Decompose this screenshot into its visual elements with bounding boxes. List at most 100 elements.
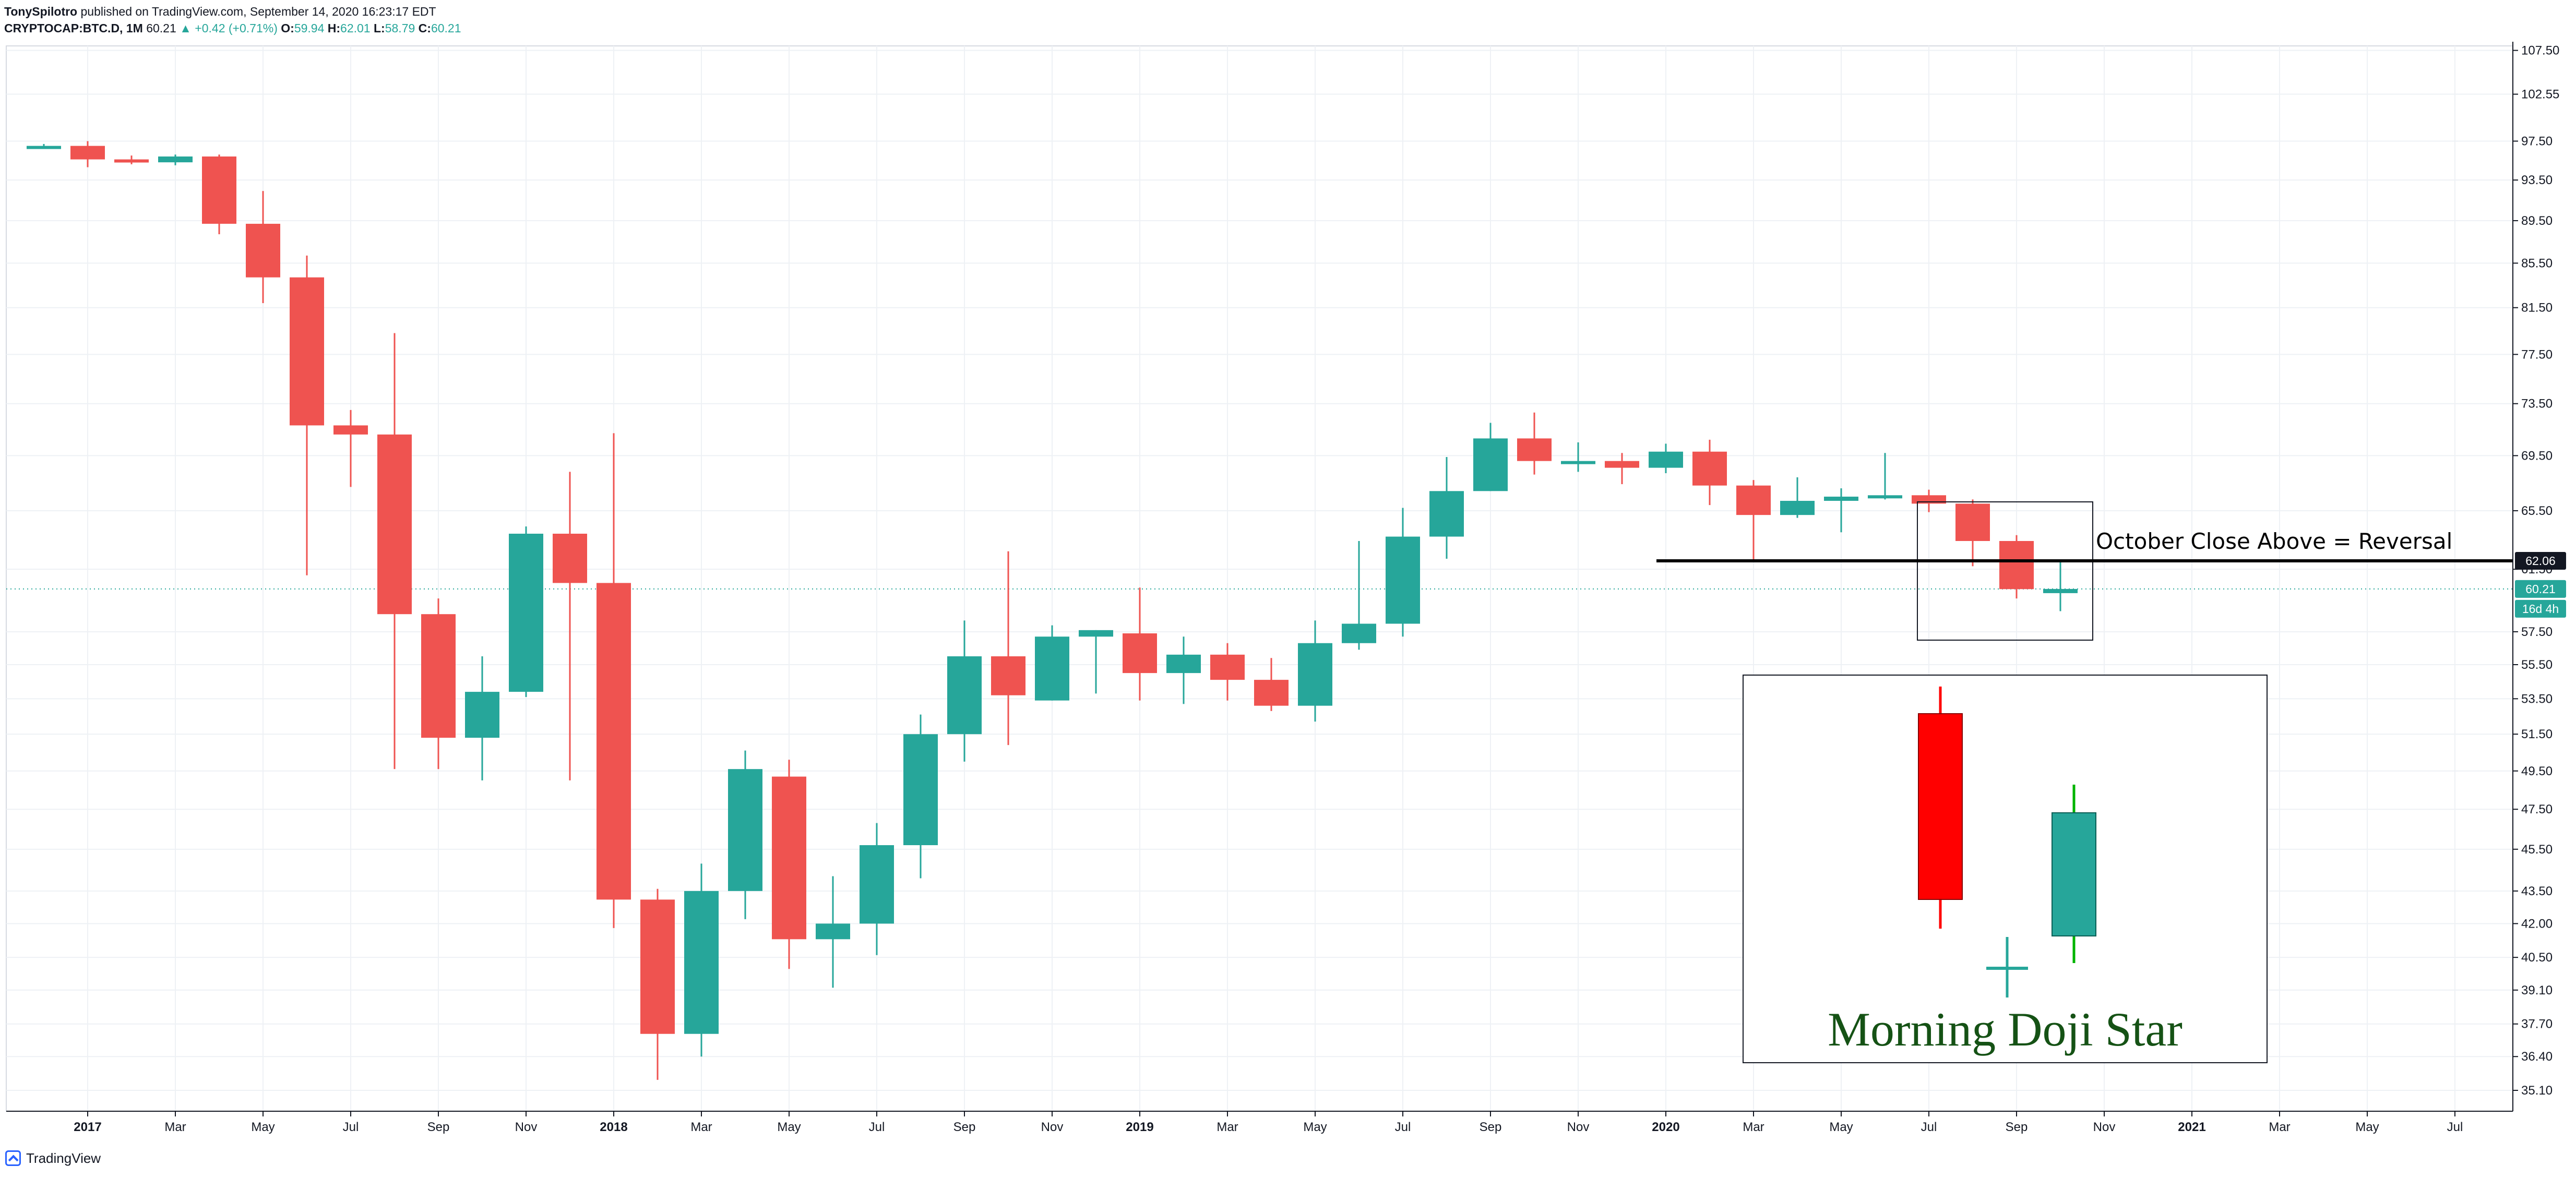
candle	[1079, 630, 1113, 694]
high-value: 62.01	[340, 21, 371, 35]
candle	[377, 333, 412, 770]
y-tick-label: 85.50	[2521, 256, 2553, 270]
drawings: October Close Above = Reversal Morning D…	[1656, 501, 2513, 1063]
candle	[1999, 535, 2034, 599]
x-tick-label: Nov	[1041, 1120, 1064, 1134]
y-tick-label: 49.50	[2521, 764, 2553, 778]
candle	[1868, 453, 1902, 500]
y-tick-label: 43.50	[2521, 884, 2553, 898]
footer: TradingView	[5, 1148, 101, 1169]
x-tick-label: Jul	[1395, 1120, 1411, 1134]
price-label: 62.06	[2515, 552, 2566, 570]
candle	[70, 141, 105, 167]
price-axis[interactable]: 107.50 102.55 97.50 93.50 89.50 85.50 81.50 77.…	[2512, 42, 2559, 1111]
candle	[1605, 453, 1639, 485]
candle	[1649, 443, 1683, 474]
candle	[684, 863, 719, 1057]
y-tick-label: 81.50	[2521, 301, 2553, 315]
x-tick-label: Mar	[690, 1120, 712, 1134]
x-tick-label: 2020	[1652, 1120, 1679, 1134]
x-tick-label: 2018	[600, 1120, 627, 1134]
x-tick-label: Jul	[1921, 1120, 1937, 1134]
y-tick-label: 39.10	[2521, 983, 2553, 997]
last-price: 60.21	[146, 21, 176, 35]
symbol-label[interactable]: CRYPTOCAP:BTC.D, 1M	[4, 21, 143, 35]
inset-red-candle	[1918, 713, 1963, 900]
candle	[1824, 488, 1858, 533]
candle	[1912, 489, 1946, 512]
candle	[202, 154, 236, 235]
candle	[728, 750, 762, 919]
candle	[509, 526, 543, 698]
x-tick-label: Nov	[1567, 1120, 1590, 1134]
low-value: 58.79	[385, 21, 415, 35]
author-name[interactable]: TonySpilotro	[4, 5, 78, 18]
time-axis[interactable]: 2017 Mar May Jul Sep Nov 2018 Mar May Jul Sep Nov 20…	[6, 1111, 2513, 1134]
x-tick-label: Nov	[515, 1120, 538, 1134]
high-label: H:	[327, 21, 341, 35]
price-label: 60.21	[2515, 580, 2566, 598]
candle	[290, 255, 324, 575]
candlestick-chart[interactable]: October Close Above = Reversal Morning D…	[0, 0, 2576, 1148]
candle	[333, 410, 368, 487]
y-tick-label: 97.50	[2521, 134, 2553, 148]
candle	[1473, 423, 1508, 491]
open-label: O:	[281, 21, 294, 35]
y-tick-label: 65.50	[2521, 504, 2553, 518]
candle	[640, 888, 675, 1080]
x-tick-label: May	[777, 1120, 801, 1134]
price-change: ▲ +0.42 (+0.71%)	[180, 21, 278, 35]
low-label: L:	[374, 21, 385, 35]
tradingview-logo-icon	[5, 1150, 21, 1166]
y-tick-label: 47.50	[2521, 802, 2553, 816]
candle	[1166, 636, 1201, 704]
reversal-text: October Close Above = Reversal	[2096, 528, 2452, 554]
footer-brand[interactable]: TradingView	[26, 1150, 101, 1166]
svg-text:62.06: 62.06	[2525, 554, 2556, 568]
pattern-inset[interactable]: Morning Doji Star	[1743, 675, 2268, 1063]
candle	[1342, 540, 1376, 650]
publish-line: TonySpilotro published on TradingView.co…	[4, 3, 461, 20]
y-tick-label: 77.50	[2521, 347, 2553, 362]
svg-text:16d 4h: 16d 4h	[2522, 602, 2559, 616]
x-tick-label: Mar	[164, 1120, 186, 1134]
chart-header: TonySpilotro published on TradingView.co…	[4, 3, 461, 37]
price-label: 16d 4h	[2515, 599, 2566, 618]
x-tick-label: May	[1829, 1120, 1853, 1134]
candle	[465, 656, 499, 780]
candle	[860, 823, 894, 955]
candle	[1955, 499, 1990, 567]
x-tick-label: 2021	[2178, 1120, 2205, 1134]
x-tick-label: Sep	[1480, 1120, 1502, 1134]
x-tick-label: Nov	[2093, 1120, 2116, 1134]
y-tick-label: 55.50	[2521, 658, 2553, 672]
candle	[2043, 561, 2078, 611]
candle	[1429, 456, 1464, 559]
y-tick-label: 57.50	[2521, 625, 2553, 639]
y-tick-label: 53.50	[2521, 692, 2553, 706]
candle	[903, 714, 938, 879]
candle	[553, 472, 587, 780]
x-tick-label: Sep	[2006, 1120, 2028, 1134]
close-value: 60.21	[431, 21, 461, 35]
x-tick-label: 2019	[1126, 1120, 1153, 1134]
candle	[1517, 412, 1552, 475]
x-tick-label: May	[2355, 1120, 2379, 1134]
x-tick-label: Sep	[427, 1120, 450, 1134]
candle	[772, 760, 806, 969]
candle	[1035, 625, 1069, 701]
y-tick-label: 107.50	[2521, 44, 2559, 58]
y-tick-label: 73.50	[2521, 397, 2553, 411]
highlight-box[interactable]	[1917, 501, 2093, 641]
x-tick-label: Sep	[953, 1120, 976, 1134]
x-tick-label: Mar	[1743, 1120, 1764, 1134]
x-tick-label: Jul	[869, 1120, 885, 1134]
candle	[1780, 477, 1815, 518]
y-tick-label: 45.50	[2521, 843, 2553, 857]
candle	[1692, 439, 1727, 506]
candle	[1298, 620, 1332, 722]
y-tick-label: 102.55	[2521, 88, 2559, 102]
x-tick-label: 2017	[74, 1120, 101, 1134]
open-value: 59.94	[294, 21, 325, 35]
candle	[1386, 508, 1420, 637]
